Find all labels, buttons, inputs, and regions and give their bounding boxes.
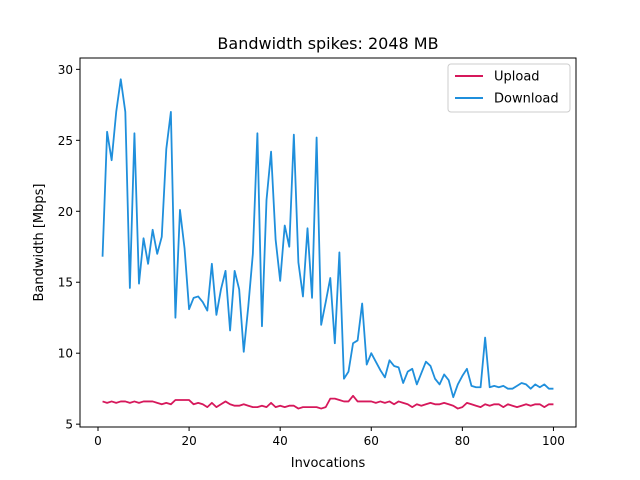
y-tick-label: 15 (58, 276, 73, 290)
x-tick-label: 80 (455, 434, 470, 448)
x-axis-label: Invocations (291, 456, 366, 471)
legend: Upload Download (447, 63, 571, 113)
y-tick-label: 20 (58, 205, 73, 219)
axes-frame (79, 57, 577, 428)
x-tick-label: 0 (94, 434, 102, 448)
legend-upload-label: Upload (494, 70, 540, 85)
x-tick-label: 60 (364, 434, 379, 448)
chart-title: Bandwidth spikes: 2048 MB (217, 34, 438, 53)
y-tick-label: 5 (65, 418, 73, 432)
y-tick-label: 30 (58, 63, 73, 77)
series-line-upload (102, 394, 554, 410)
y-tick-label: 25 (58, 134, 73, 148)
y-axis-label: Bandwidth [Mbps] (32, 184, 47, 302)
series-layer (101, 78, 554, 410)
y-tick-label: 10 (58, 347, 73, 361)
legend-download-label: Download (494, 92, 559, 107)
ticks-layer: 0 20 40 60 80 100 5 10 15 20 25 30 (58, 63, 565, 448)
x-tick-label: 20 (181, 434, 196, 448)
series-line-download (101, 78, 554, 399)
x-tick-label: 40 (273, 434, 288, 448)
x-tick-label: 100 (542, 434, 565, 448)
